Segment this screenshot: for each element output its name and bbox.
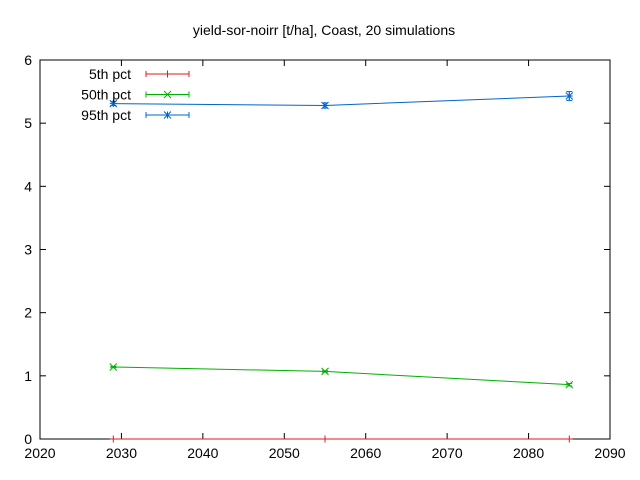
legend-marker-50th-pct: [163, 90, 172, 99]
legend-label-50th-pct: 50th pct: [81, 87, 131, 103]
x-tick-label: 2020: [24, 445, 55, 461]
y-tick-label: 2: [24, 305, 32, 321]
series-line-95th-pct: [113, 95, 570, 106]
x-tick-label: 2070: [432, 445, 463, 461]
x-tick-label: 2080: [513, 445, 544, 461]
data-point-5th-pct: [109, 435, 117, 443]
y-tick-label: 4: [24, 178, 32, 194]
chart-title: yield-sor-noirr [t/ha], Coast, 20 simula…: [193, 22, 455, 38]
data-point-95th-pct: [565, 92, 574, 100]
x-tick-label: 2040: [187, 445, 218, 461]
series-group: [109, 91, 574, 443]
data-point-50th-pct: [109, 363, 118, 371]
data-point-5th-pct: [565, 435, 573, 443]
y-tick-label: 6: [24, 52, 32, 68]
x-tick-label: 2090: [594, 445, 625, 461]
x-tick-label: 2050: [269, 445, 300, 461]
legend: 5th pct 50th pct 95th pct: [81, 66, 190, 123]
y-tick-label: 0: [24, 431, 32, 447]
legend-marker-95th-pct: [163, 111, 172, 119]
legend-marker-5th-pct: [164, 70, 171, 78]
axis-ticks: 2020 2030 2040 2050 2060 2070 2080 2090 0 1 2 3 4 5 6: [24, 52, 626, 461]
x-tick-label: 2030: [106, 445, 137, 461]
legend-label-95th-pct: 95th pct: [81, 107, 131, 123]
data-point-50th-pct: [321, 367, 329, 376]
y-tick-label: 3: [24, 242, 32, 258]
data-point-95th-pct: [109, 99, 118, 108]
data-point-5th-pct: [321, 435, 329, 443]
legend-label-5th-pct: 5th pct: [89, 66, 131, 82]
data-point-95th-pct: [321, 101, 329, 110]
x-tick-label: 2060: [350, 445, 381, 461]
y-tick-label: 1: [24, 368, 32, 384]
series-line-50th-pct: [113, 366, 570, 386]
y-tick-label: 5: [24, 115, 32, 131]
data-point-50th-pct: [565, 380, 574, 389]
